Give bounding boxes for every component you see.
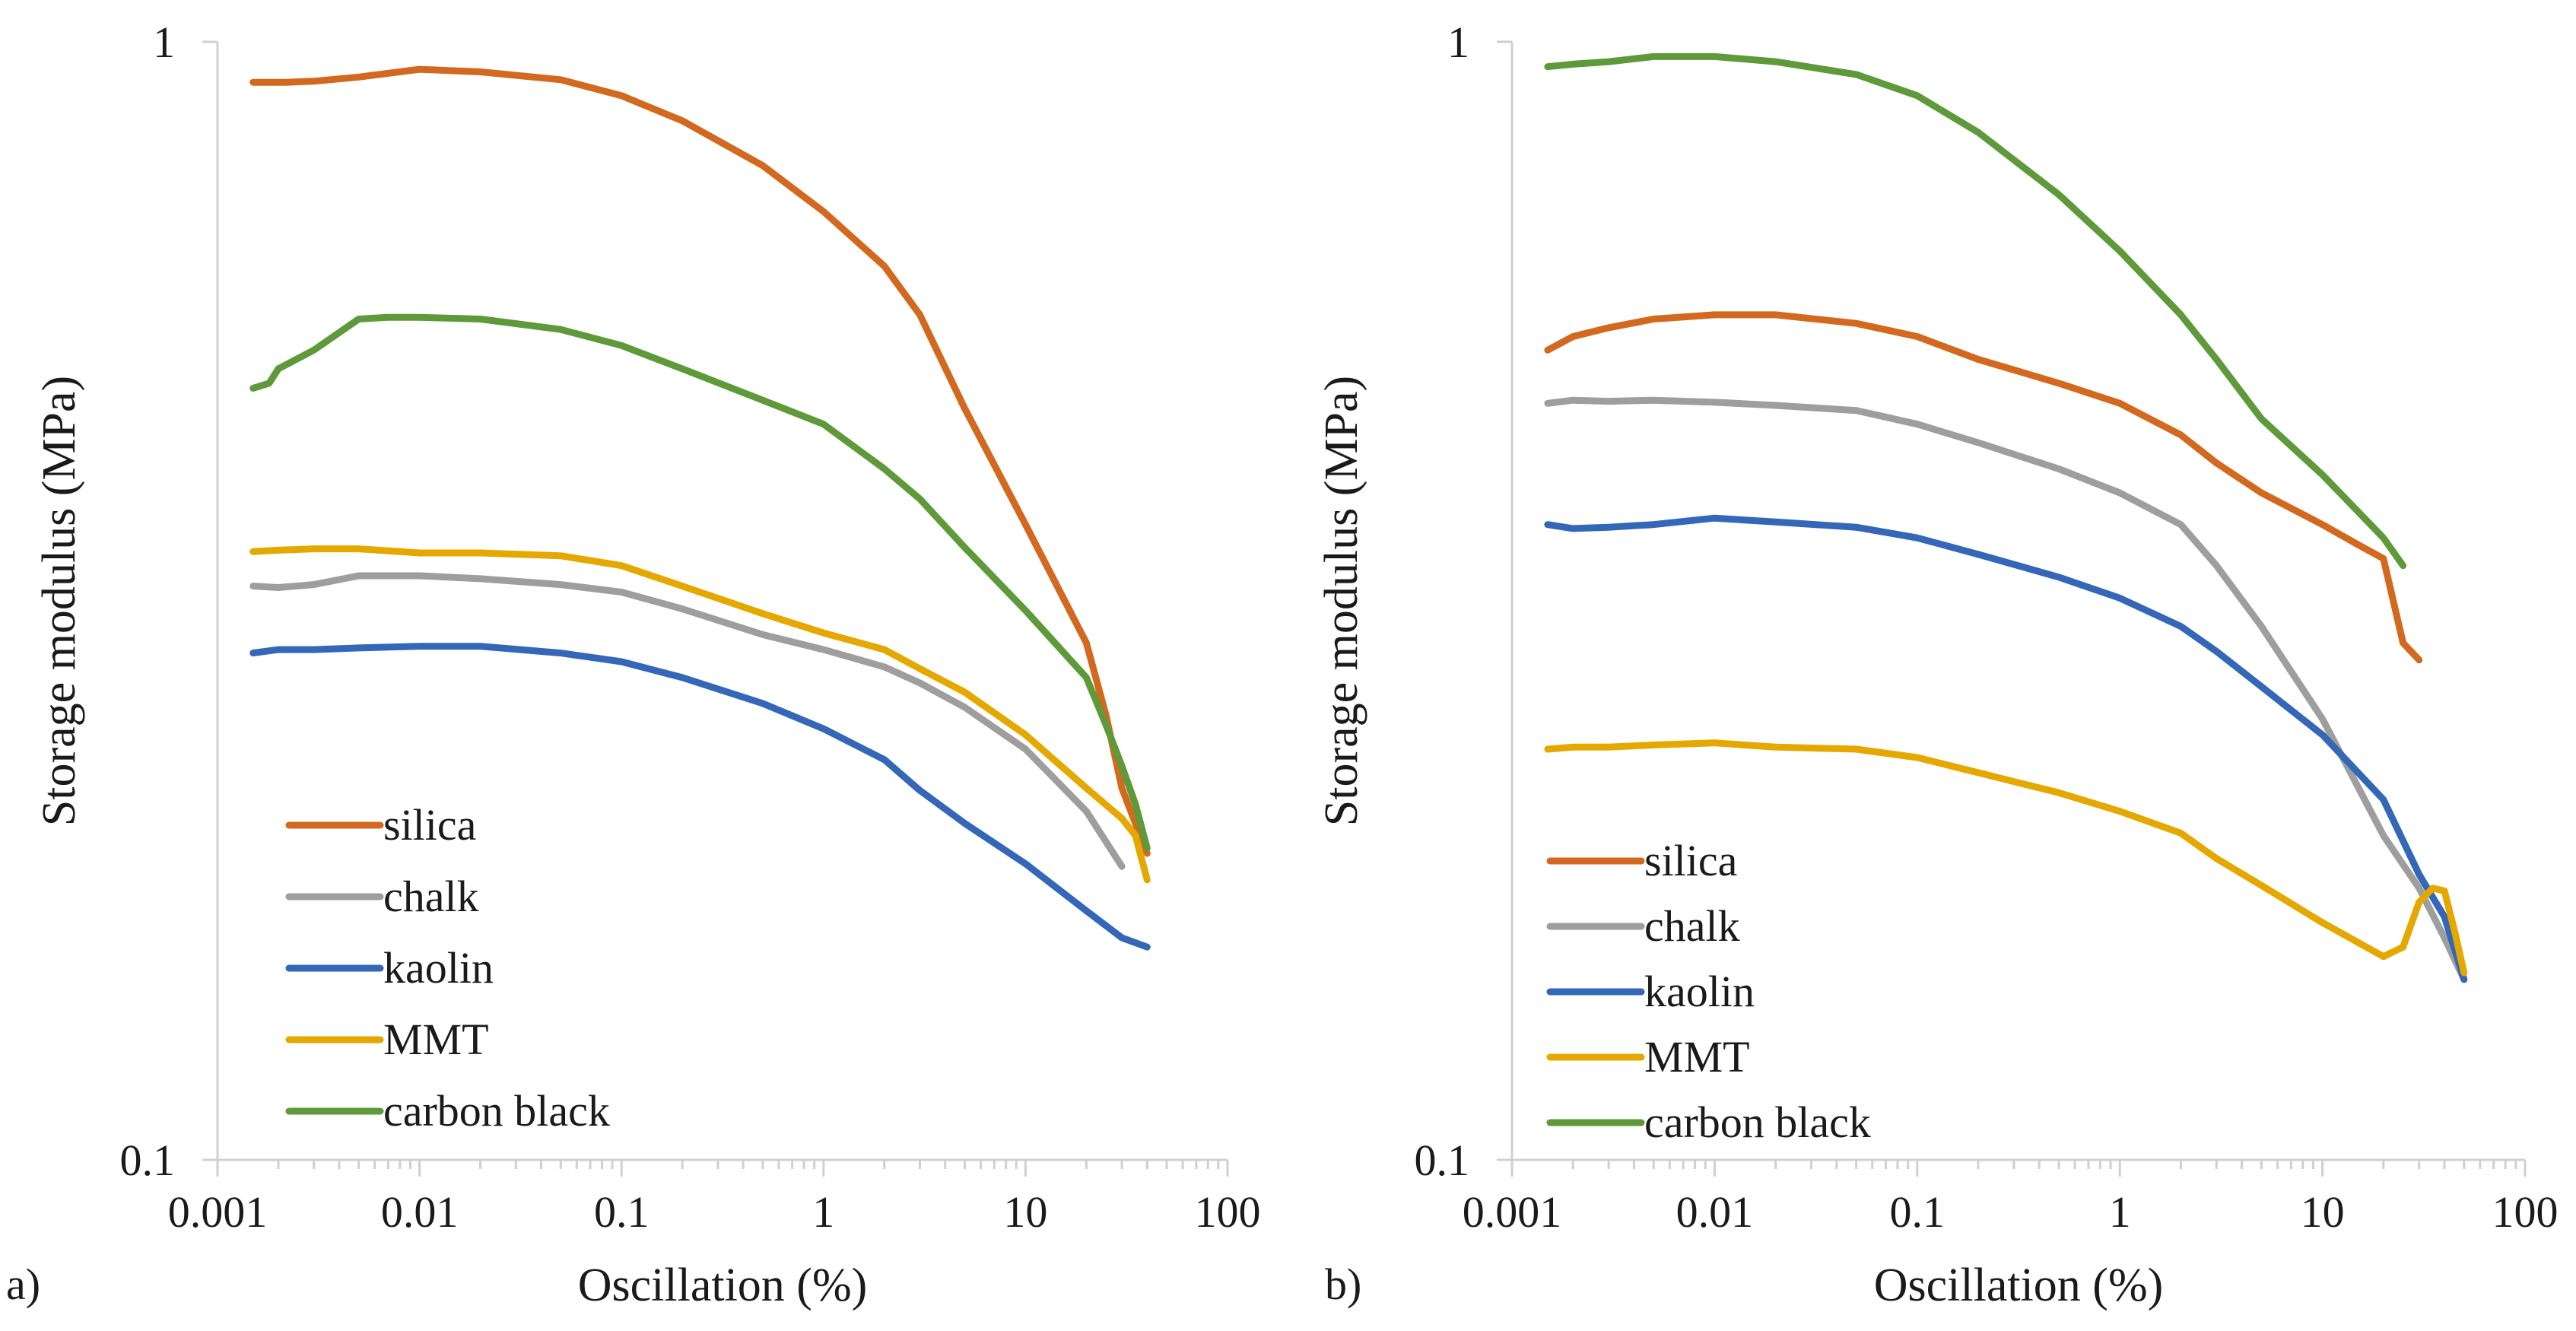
- y-axis-title: Storage modulus (MPa): [33, 376, 85, 826]
- x-tick-label: 100: [1195, 1187, 1261, 1237]
- y-tick-label: 1: [153, 17, 175, 67]
- x-tick-label: 0.1: [1890, 1187, 1945, 1237]
- y-tick-label: 0.1: [120, 1136, 176, 1185]
- x-tick-label: 0.01: [1676, 1187, 1754, 1237]
- series-line-chalk: [1544, 396, 2468, 983]
- series-line-MMT: [249, 545, 1151, 884]
- series-line-chalk: [249, 572, 1126, 870]
- series-line-carbon-black: [249, 313, 1151, 852]
- x-tick-label: 10: [2301, 1187, 2345, 1237]
- legend-label-chalk: chalk: [383, 872, 479, 921]
- y-tick-label: 1: [1447, 17, 1469, 67]
- panel-a: a) 0.001 0.01 0.1 1 10 100 0.1 1 Oscillation (%)…: [6, 17, 1261, 1311]
- legend-label-kaolin: kaolin: [383, 943, 494, 993]
- x-tick-label: 10: [1003, 1187, 1047, 1237]
- y-tick-label: 0.1: [1415, 1136, 1470, 1185]
- series-line-kaolin: [1544, 514, 2468, 983]
- legend-label-carbon-black: carbon black: [383, 1086, 610, 1136]
- x-tick-label: 0.1: [594, 1187, 650, 1237]
- x-tick-label: 1: [2109, 1187, 2131, 1237]
- x-tick-label: 100: [2492, 1187, 2559, 1237]
- legend-label-silica: silica: [383, 800, 476, 850]
- series-line-silica: [1544, 311, 2423, 664]
- legend-label-silica: silica: [1644, 836, 1737, 885]
- legend-label-kaolin: kaolin: [1644, 967, 1755, 1016]
- legend-label-MMT: MMT: [383, 1015, 489, 1064]
- panel-b-label: b): [1325, 1260, 1361, 1309]
- y-axis-title: Storage modulus (MPa): [1316, 376, 1367, 826]
- x-tick-label: 1: [812, 1187, 834, 1237]
- series-line-carbon-black: [1544, 52, 2407, 570]
- series-line-MMT: [1544, 739, 2468, 977]
- x-tick-label: 0.01: [381, 1187, 459, 1237]
- series-line-silica: [249, 65, 1151, 857]
- x-tick-label: 0.001: [168, 1187, 268, 1237]
- x-tick-label: 0.001: [1463, 1187, 1562, 1237]
- panel-a-label: a): [6, 1260, 40, 1309]
- legend-label-MMT: MMT: [1644, 1032, 1750, 1082]
- series-line-kaolin: [249, 643, 1151, 951]
- legend-label-carbon-black: carbon black: [1644, 1098, 1871, 1147]
- x-axis-title: Oscillation (%): [578, 1260, 868, 1311]
- x-axis-title: Oscillation (%): [1874, 1260, 2164, 1311]
- panel-b: b) 0.001 0.01 0.1 1 10 100 0.1 1 Oscillation (%)…: [1316, 17, 2559, 1311]
- legend-label-chalk: chalk: [1644, 901, 1740, 951]
